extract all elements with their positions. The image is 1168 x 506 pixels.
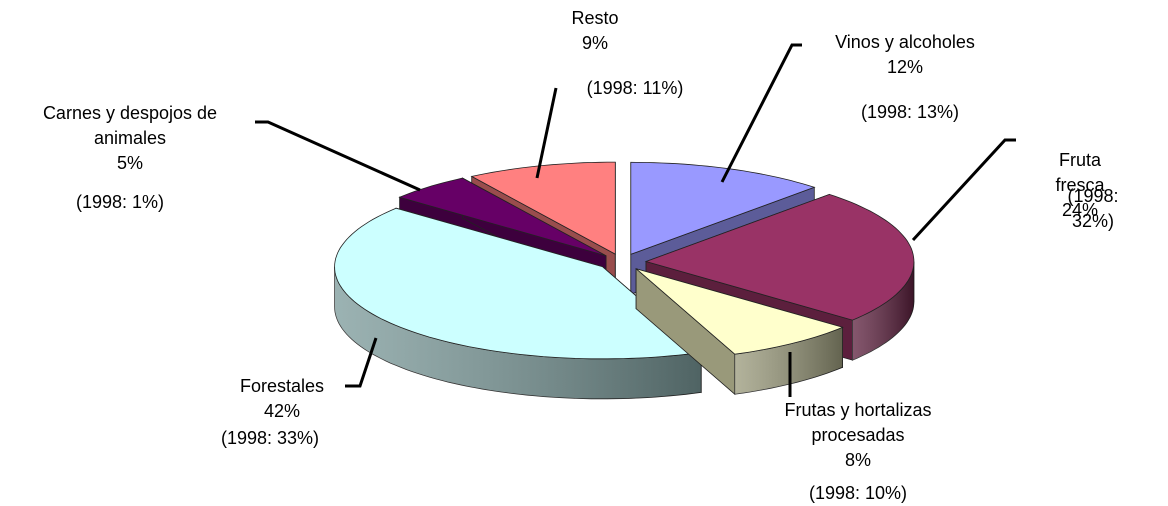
note-label: (1998: 1%) (75, 192, 165, 212)
value-label: 42% (263, 401, 301, 421)
slice-label: Fruta fresca 24% (1036, 148, 1124, 223)
leader-line (535, 87, 558, 179)
pie (334, 161, 915, 400)
slice-label: Vinos y alcoholes 12% (835, 30, 975, 80)
slice-label: Carnes y despojos de animales 5% (10, 101, 250, 176)
slice-shade (852, 261, 914, 361)
note-label: (1998: 10%) (808, 483, 908, 503)
note-label: (1998: 13%) (860, 102, 960, 122)
leader-line (255, 120, 421, 192)
category-label: Frutas y hortalizas procesadas (784, 400, 932, 445)
note-label: (1998: 32%) (1067, 186, 1119, 231)
leaders (255, 43, 1016, 397)
category-label: Vinos y alcoholes (835, 32, 975, 52)
leader-line (720, 43, 802, 183)
value-label: 12% (886, 57, 924, 77)
slice-label: Resto 9% (571, 6, 618, 56)
category-label: Resto (571, 8, 619, 28)
value-label: 5% (116, 153, 143, 173)
slice (635, 268, 844, 355)
leader-line (345, 337, 378, 388)
slice (644, 193, 915, 321)
note-label: (1998: 11%) (586, 78, 684, 98)
value-label: 8% (844, 450, 871, 470)
category-label: Carnes y despojos de animales (42, 103, 218, 148)
category-label: Forestales (239, 376, 325, 396)
slice-label: Forestales 42% (240, 374, 324, 424)
leader-line (911, 138, 1016, 242)
category-label: Fruta fresca (1055, 150, 1105, 195)
note-label: (1998: 33%) (220, 428, 320, 448)
value-label: 9% (581, 33, 608, 53)
value-label: 24% (1061, 200, 1099, 220)
slice (334, 207, 703, 360)
slice (398, 177, 607, 257)
slice-label: Frutas y hortalizas procesadas 8% (753, 398, 963, 473)
slice-shade (334, 266, 702, 399)
